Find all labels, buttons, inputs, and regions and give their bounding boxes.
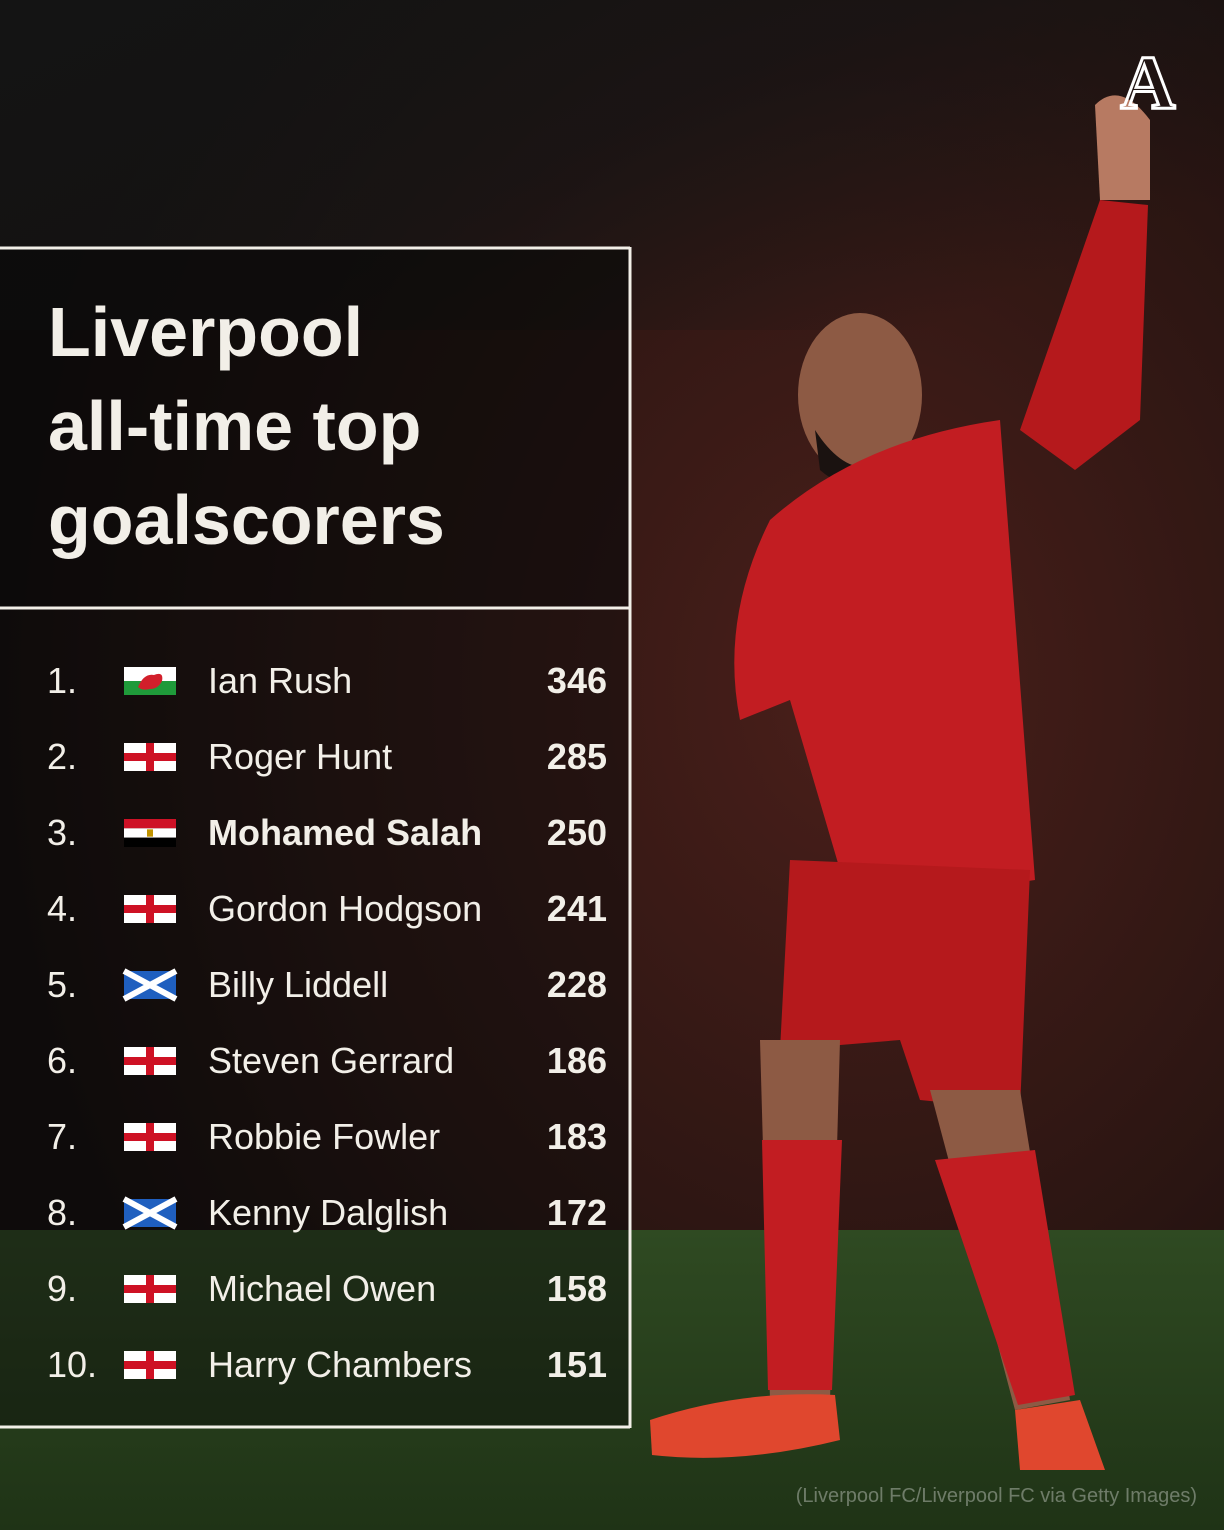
goals: 228 [547, 964, 607, 1005]
goals: 250 [547, 812, 607, 853]
flag-saltire [122, 968, 178, 1002]
flag-cross [124, 1285, 176, 1293]
flag [124, 1123, 176, 1151]
ranking-row: 5. Billy Liddell 228 [47, 964, 607, 1005]
ranking-row: 6. Steven Gerrard 186 [47, 1040, 607, 1081]
ranking-row: 4. Gordon Hodgson 241 [47, 888, 607, 929]
goals: 285 [547, 736, 607, 777]
player-name: Gordon Hodgson [208, 888, 482, 929]
goals: 151 [547, 1344, 607, 1385]
rank: 8. [47, 1192, 77, 1233]
rank: 7. [47, 1116, 77, 1157]
rank: 1. [47, 660, 77, 701]
player-name: Harry Chambers [208, 1344, 472, 1385]
flag-cross [124, 1057, 176, 1065]
flag [124, 1047, 176, 1075]
title-line: Liverpool [48, 293, 363, 371]
ranking-row: 1. Ian Rush 346 [47, 660, 607, 701]
ranking-row: 3. Mohamed Salah 250 [47, 812, 607, 853]
flag [124, 895, 176, 923]
player-name: Ian Rush [208, 660, 352, 701]
goals: 241 [547, 888, 607, 929]
title-panel [0, 247, 630, 608]
flag-cross [124, 1361, 176, 1369]
flag-cross [124, 905, 176, 913]
flag [124, 1351, 176, 1379]
ranking-row: 7. Robbie Fowler 183 [47, 1116, 607, 1157]
flag-cross [124, 753, 176, 761]
flag [124, 1275, 176, 1303]
goals: 183 [547, 1116, 607, 1157]
flag [122, 968, 178, 1002]
player-name: Billy Liddell [208, 964, 388, 1005]
flag [122, 1196, 178, 1230]
flag [124, 667, 176, 695]
player-name: Kenny Dalglish [208, 1192, 448, 1233]
ranking-row: 8. Kenny Dalglish 172 [47, 1192, 607, 1233]
ranking-row: 10. Harry Chambers 151 [47, 1344, 607, 1385]
logo: A [1121, 41, 1176, 125]
player-name: Mohamed Salah [208, 812, 482, 853]
goals: 346 [547, 660, 607, 701]
title-line: all-time top [48, 387, 421, 465]
player-name: Steven Gerrard [208, 1040, 454, 1081]
flag-emblem [147, 829, 153, 837]
rank: 9. [47, 1268, 77, 1309]
flag-dragon [138, 673, 163, 690]
panel-border [0, 246, 632, 1429]
goals: 172 [547, 1192, 607, 1233]
rank: 5. [47, 964, 77, 1005]
player-name: Michael Owen [208, 1268, 436, 1309]
rank: 6. [47, 1040, 77, 1081]
flag-stripe [124, 819, 176, 829]
ranking-row: 2. Roger Hunt 285 [47, 736, 607, 777]
rank: 4. [47, 888, 77, 929]
flag [124, 819, 176, 847]
flag-stripe [124, 837, 176, 847]
panel [0, 247, 630, 1428]
flag [124, 743, 176, 771]
ranking-row: 9. Michael Owen 158 [47, 1268, 607, 1309]
photo-credit: (Liverpool FC/Liverpool FC via Getty Ima… [796, 1485, 1197, 1507]
ranking: 1. Ian Rush 346 2. Roger Hunt 285 3. Mohamed Sa… [47, 660, 607, 1385]
flag-cross [124, 1133, 176, 1141]
flag-field [124, 667, 176, 681]
player-name: Roger Hunt [208, 736, 392, 777]
photo-player [650, 95, 1150, 1470]
goals: 158 [547, 1268, 607, 1309]
rank: 10. [47, 1344, 97, 1385]
rank: 2. [47, 736, 77, 777]
goals: 186 [547, 1040, 607, 1081]
title-line: goalscorers [48, 481, 445, 559]
rank: 3. [47, 812, 77, 853]
flag-saltire [122, 1196, 178, 1230]
photo-shade [0, 0, 1224, 330]
player-name: Robbie Fowler [208, 1116, 440, 1157]
